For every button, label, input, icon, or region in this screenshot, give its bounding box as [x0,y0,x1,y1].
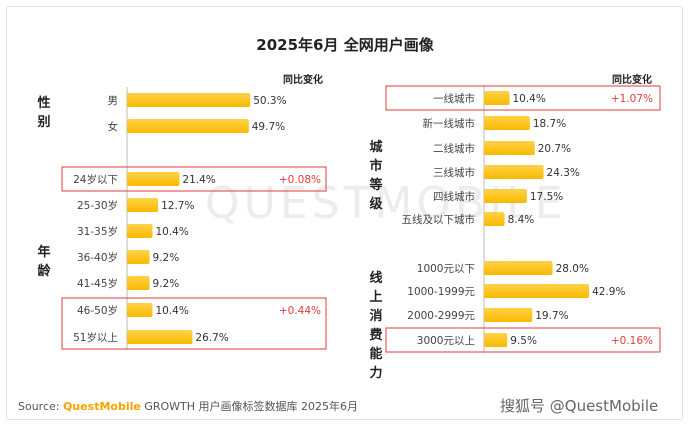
right-category-label: 1000元以下 [417,263,475,275]
left-value-label: 9.2% [153,252,180,264]
group-label-consumption: 线上消费能力 [369,271,383,381]
right-bar [484,212,505,226]
right-bar [484,91,510,105]
left-highlight-box-0 [61,166,327,192]
chart-title: 2025年6月 全网用户画像 [256,36,434,54]
source-label: Source: [18,400,60,413]
right-bar [484,189,527,203]
right-change-label: +0.16% [611,335,653,347]
source-brand: QuestMobile [63,400,141,413]
right-bar [484,333,508,347]
left-value-label: 9.2% [153,278,180,290]
left-category-label: 31-35岁 [77,225,118,238]
right-bar [484,261,553,275]
right-value-label: 10.4% [512,93,545,105]
right-category-label: 3000元以上 [417,335,475,347]
left-bar [127,303,153,317]
group-label-gender: 性别 [37,96,51,130]
left-bar [127,330,193,344]
card-frame [6,6,683,420]
group-label-age: 年龄 [37,245,51,279]
right-value-label: 24.3% [547,167,580,179]
right-bar [484,165,544,179]
right-category-label: 三线城市 [433,166,475,179]
left-bar [127,119,249,133]
left-compare-label: 同比变化 [283,75,323,86]
left-value-label: 10.4% [155,226,188,238]
right-compare-label: 同比变化 [612,75,652,86]
left-bar [127,276,150,290]
left-category-label: 41-45岁 [77,277,118,290]
right-bar [484,141,535,155]
left-category-label: 24岁以下 [73,173,118,186]
left-bar [127,250,150,264]
source-text: GROWTH 用户画像标签数据库 2025年6月 [144,400,359,413]
right-highlight-box-0 [385,85,661,111]
right-value-label: 42.9% [592,286,625,298]
left-category-label: 女 [108,120,119,133]
right-category-label: 新一线城市 [423,117,476,130]
right-value-label: 9.5% [510,335,537,347]
left-highlight-box-1 [61,297,327,350]
right-value-label: 17.5% [530,191,563,203]
left-category-label: 36-40岁 [77,251,118,264]
right-highlight-box-1 [385,327,661,353]
right-category-label: 二线城市 [433,142,475,155]
left-category-label: 46-50岁 [77,304,118,317]
right-category-label: 五线及以下城市 [402,213,476,226]
right-category-label: 四线城市 [433,190,475,203]
group-label-city: 城市等级 [369,140,383,212]
left-category-label: 男 [108,95,119,107]
left-value-label: 26.7% [195,332,228,344]
right-category-label: 一线城市 [433,92,475,105]
right-value-label: 19.7% [535,310,568,322]
left-change-label: +0.08% [279,174,321,186]
left-bar [127,172,180,186]
right-value-label: 8.4% [508,214,535,226]
right-bar [484,284,590,298]
right-bar [484,116,530,130]
right-value-label: 28.0% [556,263,589,275]
left-value-label: 50.3% [253,95,286,107]
right-value-label: 18.7% [533,118,566,130]
right-bar [484,308,533,322]
left-value-label: 49.7% [252,121,285,133]
left-category-label: 51岁以上 [73,331,118,344]
left-category-label: 25-30岁 [77,199,118,212]
left-bar [127,224,153,238]
right-value-label: 20.7% [538,143,571,155]
left-value-label: 10.4% [155,305,188,317]
left-bar [127,93,251,107]
left-change-label: +0.44% [279,305,321,317]
credit-watermark: 搜狐号 @QuestMobile [500,397,659,415]
left-bar [127,198,159,212]
right-change-label: +1.07% [611,93,653,105]
right-category-label: 1000-1999元 [407,286,475,298]
left-value-label: 12.7% [161,200,194,212]
left-value-label: 21.4% [182,174,215,186]
right-category-label: 2000-2999元 [407,310,475,322]
source-note: Source: QuestMobile GROWTH 用户画像标签数据库 202… [18,398,358,414]
